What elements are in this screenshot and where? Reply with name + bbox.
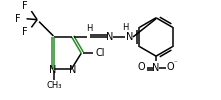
Text: O: O xyxy=(167,62,174,72)
Text: N: N xyxy=(69,65,76,75)
Text: F: F xyxy=(15,14,21,24)
Text: F: F xyxy=(22,27,27,37)
Text: ⁻: ⁻ xyxy=(173,60,177,66)
Text: Cl: Cl xyxy=(96,48,105,58)
Text: H: H xyxy=(86,24,92,33)
Text: O: O xyxy=(138,62,145,72)
Text: N: N xyxy=(49,65,56,75)
Text: CH₃: CH₃ xyxy=(47,81,62,90)
Text: N: N xyxy=(106,32,114,42)
Text: H: H xyxy=(122,23,129,32)
Text: F: F xyxy=(22,1,27,11)
Text: N: N xyxy=(126,32,133,42)
Text: N: N xyxy=(152,63,160,73)
